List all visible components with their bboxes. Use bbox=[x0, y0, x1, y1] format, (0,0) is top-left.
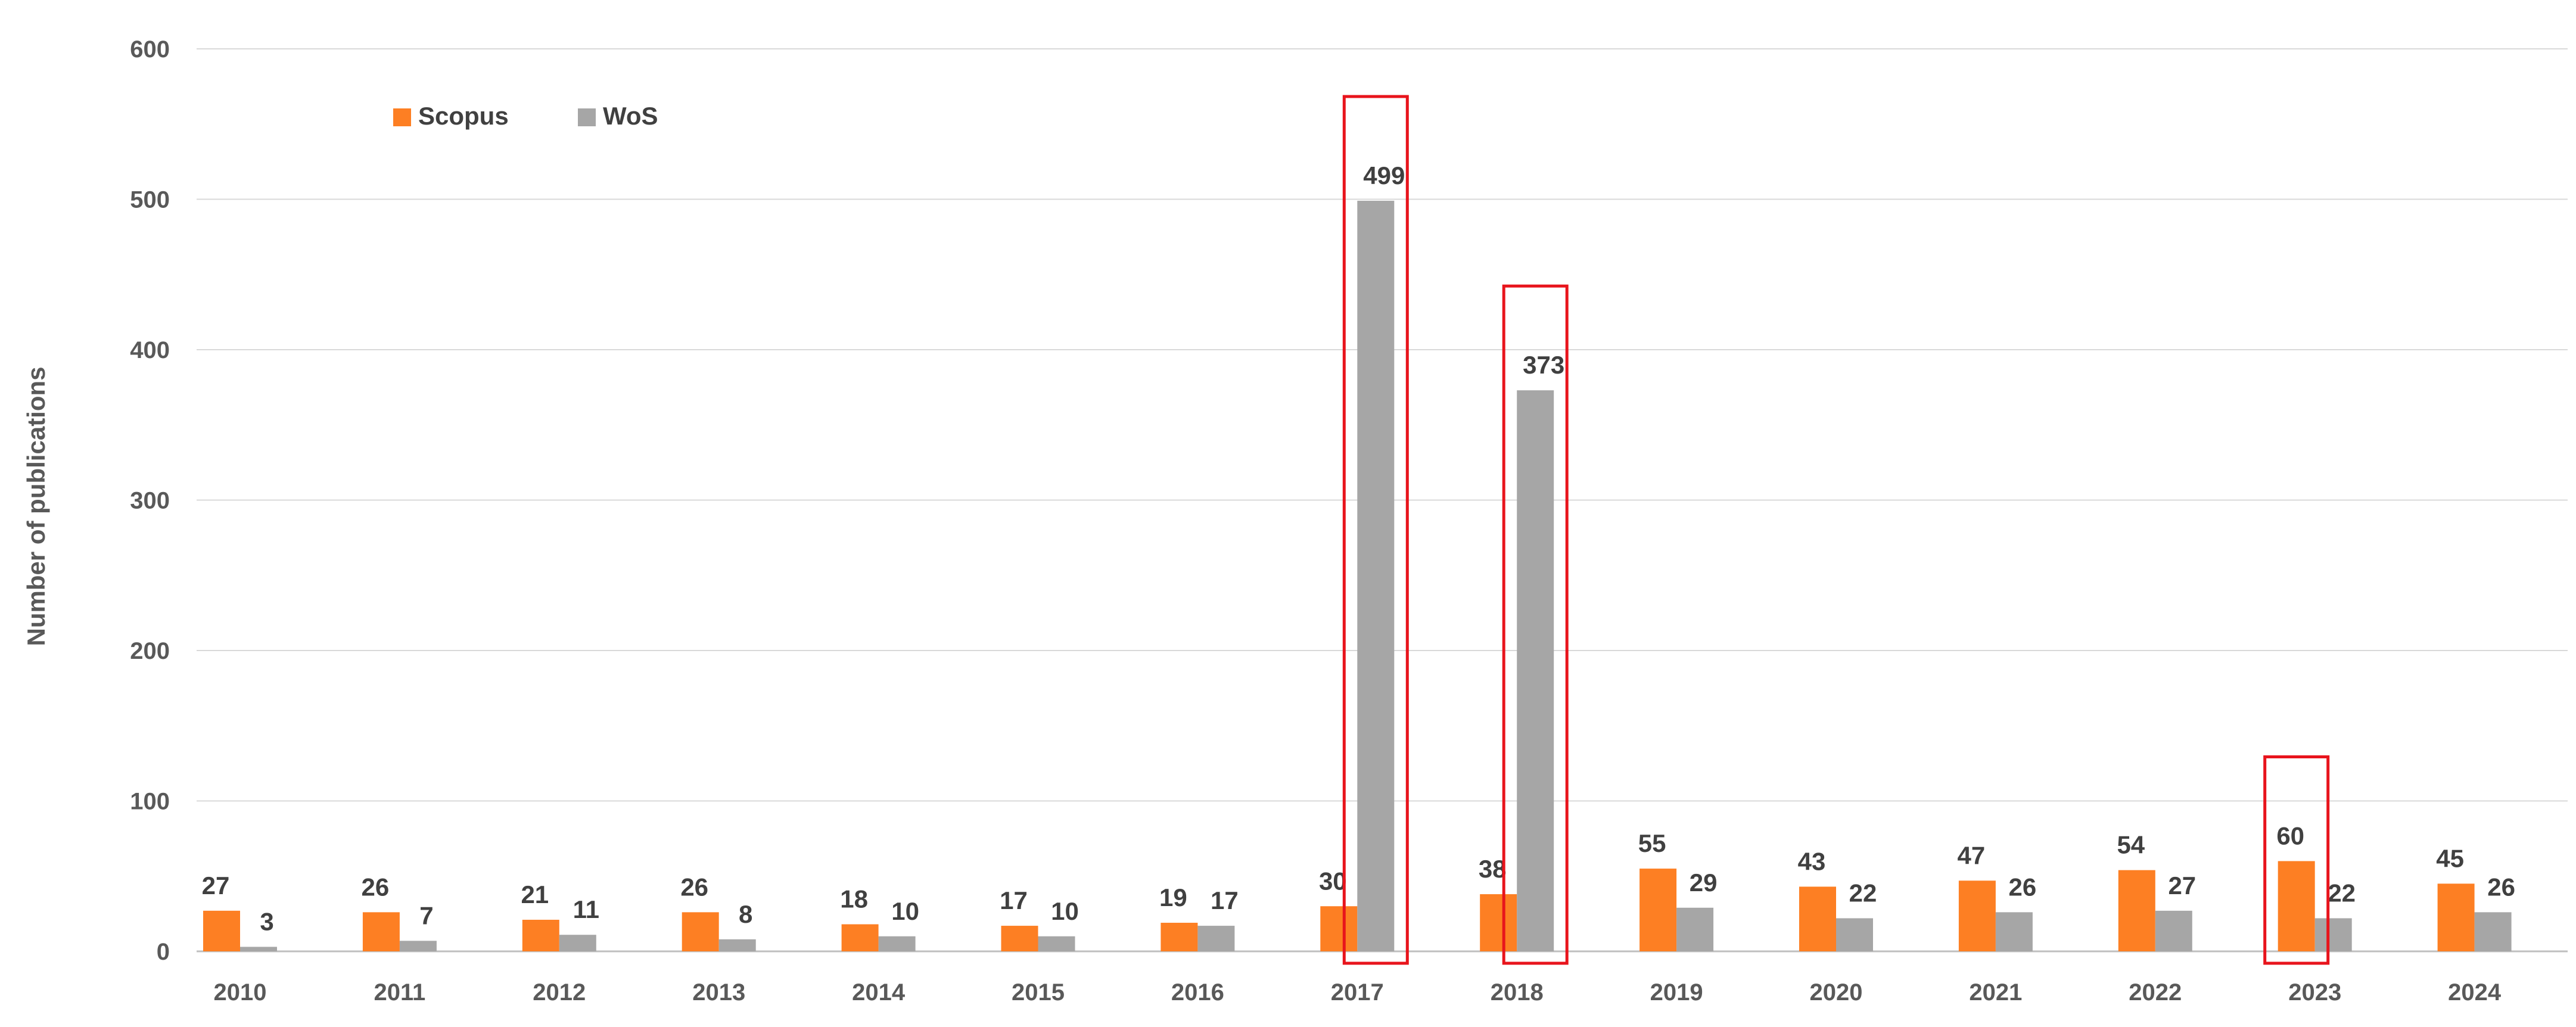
bar-scopus-2022 bbox=[2118, 870, 2155, 951]
legend-swatch-wos bbox=[578, 108, 596, 126]
x-tick-label: 2014 bbox=[852, 979, 906, 1006]
data-label-scopus-2014: 18 bbox=[840, 885, 868, 913]
legend-swatch-scopus bbox=[393, 108, 411, 126]
bar-wos-2020 bbox=[1836, 918, 1873, 951]
data-label-scopus-2021: 47 bbox=[1958, 841, 1986, 869]
data-label-scopus-2017: 30 bbox=[1319, 867, 1347, 895]
x-axis-ticks: 2010 2011 2012 2013 2014 2015 2016 2017 2018 2019… bbox=[214, 979, 2502, 1006]
x-tick-label: 2017 bbox=[1331, 979, 1384, 1006]
bar-scopus-2010 bbox=[203, 910, 240, 951]
data-label-scopus-2022: 54 bbox=[2117, 831, 2145, 859]
data-label-wos-2017: 499 bbox=[1363, 161, 1405, 189]
data-label-wos-2020: 22 bbox=[1849, 879, 1877, 907]
x-tick-label: 2024 bbox=[2448, 979, 2502, 1006]
data-label-wos-2010: 3 bbox=[260, 907, 273, 935]
bar-wos-2012 bbox=[559, 935, 596, 951]
x-tick-label: 2012 bbox=[533, 979, 586, 1006]
data-label-scopus-2010: 27 bbox=[202, 872, 230, 900]
y-tick-label: 100 bbox=[130, 789, 170, 815]
data-label-wos-2018: 373 bbox=[1523, 351, 1564, 379]
bar-wos-2011 bbox=[399, 941, 437, 951]
bar-wos-2017 bbox=[1357, 201, 1395, 951]
x-tick-label: 2011 bbox=[374, 979, 426, 1006]
bar-scopus-2019 bbox=[1639, 869, 1677, 951]
data-label-scopus-2015: 17 bbox=[1000, 886, 1028, 914]
bar-scopus-2013 bbox=[682, 912, 719, 951]
bar-wos-2013 bbox=[718, 939, 756, 951]
highlight-box-2023 bbox=[2263, 755, 2330, 965]
data-label-wos-2012: 11 bbox=[573, 895, 599, 923]
bar-scopus-2017 bbox=[1320, 906, 1358, 951]
data-label-scopus-2020: 43 bbox=[1798, 847, 1826, 875]
bar-scopus-2016 bbox=[1161, 923, 1198, 951]
bar-scopus-2015 bbox=[1001, 926, 1038, 951]
y-tick-label: 300 bbox=[130, 488, 170, 514]
x-tick-label: 2016 bbox=[1171, 979, 1224, 1006]
bar-scopus-2021 bbox=[1958, 880, 1996, 951]
y-axis-ticks: 0 100 200 300 400 500 600 bbox=[130, 36, 170, 965]
x-tick-label: 2022 bbox=[2129, 979, 2182, 1006]
data-label-wos-2014: 10 bbox=[891, 897, 919, 925]
data-label-scopus-2024: 45 bbox=[2436, 844, 2464, 872]
data-label-scopus-2011: 26 bbox=[362, 873, 390, 901]
legend-label-scopus: Scopus bbox=[418, 102, 509, 130]
data-label-wos-2019: 29 bbox=[1690, 869, 1718, 897]
bar-wos-2021 bbox=[1995, 912, 2033, 951]
bar-scopus-2024 bbox=[2437, 883, 2475, 951]
highlight-box-2018 bbox=[1502, 284, 1569, 965]
y-tick-label: 500 bbox=[130, 187, 170, 213]
bar-wos-2018 bbox=[1517, 390, 1554, 951]
x-tick-label: 2020 bbox=[1810, 979, 1863, 1006]
bar-wos-2014 bbox=[878, 936, 916, 951]
bar-scopus-2020 bbox=[1799, 886, 1836, 951]
data-label-scopus-2012: 21 bbox=[521, 880, 549, 908]
data-label-scopus-2016: 19 bbox=[1159, 883, 1187, 911]
highlight-box-2017 bbox=[1342, 95, 1409, 965]
data-label-scopus-2019: 55 bbox=[1638, 829, 1666, 857]
bar-wos-2024 bbox=[2474, 912, 2512, 951]
legend-label-wos: WoS bbox=[603, 102, 658, 130]
x-tick-label: 2013 bbox=[692, 979, 745, 1006]
data-labels: 27 3 26 7 21 11 26 8 18 10 17 10 19 17 30 499 38 373 55 29 4… bbox=[202, 161, 2515, 935]
data-label-wos-2022: 27 bbox=[2168, 872, 2196, 900]
bar-scopus-2014 bbox=[841, 924, 879, 951]
bar-scopus-2011 bbox=[362, 912, 400, 951]
bar-wos-2010 bbox=[240, 947, 277, 951]
data-label-scopus-2023: 60 bbox=[2276, 822, 2304, 850]
data-label-wos-2011: 7 bbox=[419, 901, 433, 929]
data-label-wos-2015: 10 bbox=[1051, 897, 1079, 925]
x-tick-label: 2010 bbox=[214, 979, 267, 1006]
legend: Scopus WoS bbox=[393, 102, 658, 130]
y-tick-label: 600 bbox=[130, 36, 170, 63]
highlight-boxes bbox=[1342, 95, 2330, 965]
x-tick-label: 2018 bbox=[1491, 979, 1544, 1006]
data-label-wos-2013: 8 bbox=[739, 900, 752, 928]
bar-wos-2016 bbox=[1197, 926, 1235, 951]
bar-wos-2019 bbox=[1676, 907, 1714, 951]
data-label-scopus-2013: 26 bbox=[680, 873, 708, 901]
y-axis-title: Number of publications bbox=[22, 366, 50, 646]
y-tick-label: 200 bbox=[130, 638, 170, 664]
x-tick-label: 2015 bbox=[1012, 979, 1065, 1006]
bar-scopus-2018 bbox=[1480, 894, 1517, 951]
x-tick-label: 2021 bbox=[1969, 979, 2022, 1006]
data-label-wos-2016: 17 bbox=[1211, 886, 1239, 914]
data-label-wos-2023: 22 bbox=[2328, 879, 2356, 907]
data-label-wos-2024: 26 bbox=[2487, 873, 2515, 901]
bars bbox=[203, 201, 2512, 951]
bar-wos-2015 bbox=[1038, 936, 1075, 951]
x-tick-label: 2023 bbox=[2288, 979, 2341, 1006]
data-label-scopus-2018: 38 bbox=[1479, 855, 1507, 883]
y-tick-label: 0 bbox=[157, 939, 170, 965]
data-label-wos-2021: 26 bbox=[2009, 873, 2037, 901]
bar-scopus-2012 bbox=[522, 919, 559, 951]
bar-scopus-2023 bbox=[2278, 861, 2315, 951]
x-tick-label: 2019 bbox=[1650, 979, 1703, 1006]
bar-wos-2023 bbox=[2314, 918, 2352, 951]
y-tick-label: 400 bbox=[130, 337, 170, 363]
bar-wos-2022 bbox=[2155, 910, 2192, 951]
